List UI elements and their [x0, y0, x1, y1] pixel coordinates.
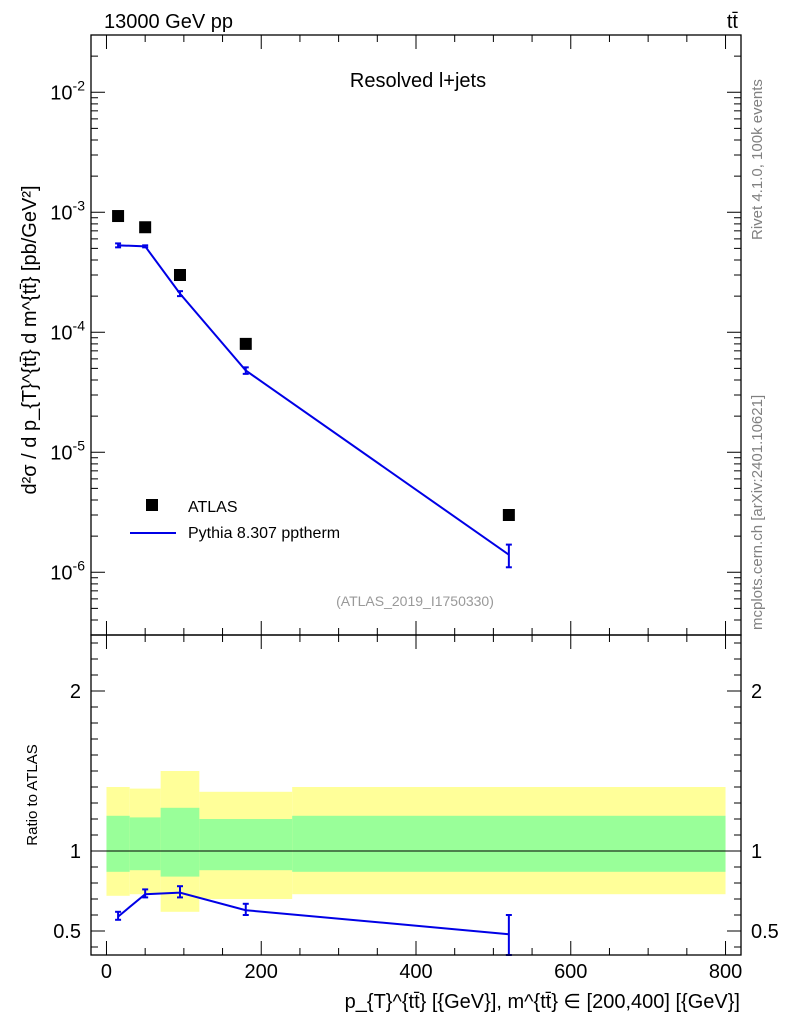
legend-atlas-label: ATLAS	[188, 499, 238, 516]
uncertainty-band-inner	[292, 815, 726, 872]
ratio-bands	[106, 771, 726, 912]
y-tick-label: 10-5	[50, 437, 85, 464]
x-tick-label: 800	[709, 961, 742, 983]
ratio-y-tick-label-right: 1	[751, 841, 762, 863]
legend: ATLAS Pythia 8.307 pptherm	[130, 499, 340, 542]
y-tick-label: 10-2	[50, 77, 85, 104]
analysis-tag: (ATLAS_2019_I1750330)	[336, 593, 494, 609]
main-panel-series	[112, 210, 515, 569]
atlas-data-point	[502, 509, 515, 521]
x-axis-title: p_{T}^{tt̄} [{GeV}], m^{tt̄} ∈ [200,400]…	[345, 991, 740, 1013]
plot-title: Resolved l+jets	[350, 70, 486, 92]
uncertainty-band-inner	[106, 815, 130, 872]
uncertainty-band-inner	[199, 819, 293, 871]
ratio-panel: 0.5 0.5 1 1 2 2 0 200 400 600 800 Ratio to ATLAS p…	[24, 634, 779, 1013]
side-site-text: mcplots.cern.ch [arXiv:2401.10621]	[749, 395, 766, 630]
ratio-series	[115, 885, 512, 956]
side-rivet-text: Rivet 4.1.0, 100k events	[749, 79, 766, 240]
y-tick-label: 10-6	[50, 557, 85, 584]
atlas-data-point	[173, 269, 186, 281]
header-left: 13000 GeV pp	[104, 11, 233, 33]
atlas-data-point	[139, 221, 152, 234]
uncertainty-band-inner	[160, 807, 200, 877]
ratio-y-tick-label-left: 0.5	[53, 921, 81, 943]
x-tick-label: 600	[554, 961, 587, 983]
legend-atlas-marker	[146, 499, 158, 511]
main-panel: 10-6 10-5 10-4 10-3 10-2 Resolved l+jets (AT…	[19, 34, 742, 636]
y-tick-label: 10-3	[50, 197, 85, 224]
x-tick-label: 200	[245, 961, 278, 983]
x-tick-label: 0	[101, 961, 112, 983]
atlas-data-point	[112, 210, 125, 223]
x-tick-label: 400	[399, 961, 432, 983]
main-panel-frame	[90, 34, 742, 636]
main-panel-ticks: 10-6 10-5 10-4 10-3 10-2	[50, 34, 741, 636]
ratio-y-tick-label-right: 0.5	[751, 921, 779, 943]
mc-line	[118, 244, 510, 556]
ratio-y-axis-title: Ratio to ATLAS	[24, 744, 41, 845]
y-tick-label: 10-4	[50, 317, 85, 344]
uncertainty-band-inner	[129, 817, 161, 871]
atlas-data-point	[239, 337, 252, 350]
ratio-panel-ticks: 0.5 0.5 1 1 2 2 0 200 400 600 800	[53, 635, 779, 983]
ratio-y-tick-label-left: 2	[70, 681, 81, 703]
header-right: tt̄	[727, 11, 739, 33]
legend-pythia-label: Pythia 8.307 pptherm	[188, 525, 340, 542]
ratio-y-tick-label-right: 2	[751, 681, 762, 703]
ratio-y-tick-label-left: 1	[70, 841, 81, 863]
main-y-axis-title: d²σ / d p_{T}^{tt̄} d m^{tt̄} [pb/GeV²]	[19, 185, 41, 494]
